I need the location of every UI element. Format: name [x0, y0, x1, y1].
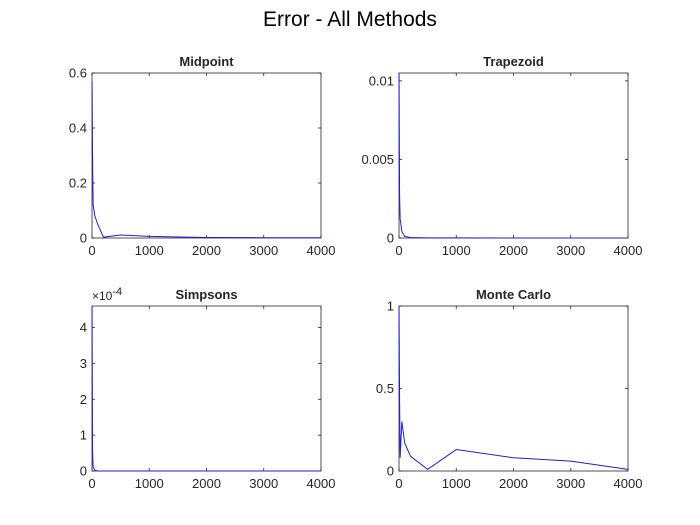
x-tick-label: 0 — [88, 243, 95, 258]
y-tick-label: 0 — [80, 464, 87, 479]
subplot-2: Simpsons 0 1000 2000 3000 4000 0 1 2 3 4 ×10-4 — [80, 286, 336, 491]
plot-frame — [398, 305, 629, 472]
subplot-title: Midpoint — [179, 54, 234, 69]
x-tick-label: 1000 — [135, 476, 164, 491]
y-exponent-label: ×10-4 — [92, 286, 122, 303]
x-tick-label: 2000 — [192, 243, 221, 258]
y-tick-label: 1 — [80, 428, 87, 443]
x-tick-label: 0 — [88, 476, 95, 491]
x-tick-label: 1000 — [442, 476, 471, 491]
subplot-1: Trapezoid 0 1000 2000 3000 4000 0 0.005 0.01 — [361, 54, 642, 258]
subplot-title: Trapezoid — [483, 54, 544, 69]
x-tick-label: 4000 — [307, 243, 336, 258]
x-tick-label: 4000 — [614, 243, 643, 258]
y-tick-label: 0 — [387, 464, 394, 479]
subplot-0: Midpoint 0 1000 2000 3000 4000 0 0.2 0.4 0.6 — [69, 54, 336, 258]
subplot-title: Monte Carlo — [476, 287, 551, 302]
x-tick-label: 4000 — [614, 476, 643, 491]
y-tick-label: 0 — [80, 231, 87, 246]
y-tick-label: 0.6 — [69, 66, 87, 81]
x-tick-label: 4000 — [307, 476, 336, 491]
series-line — [398, 307, 629, 470]
x-tick-label: 3000 — [249, 476, 278, 491]
figure-title: Error - All Methods — [263, 8, 437, 31]
plot-frame — [91, 305, 322, 472]
x-tick-label: 0 — [395, 476, 402, 491]
series-line — [91, 305, 321, 472]
x-tick-label: 1000 — [135, 243, 164, 258]
subplot-title: Simpsons — [175, 287, 237, 302]
x-tick-label: 1000 — [442, 243, 471, 258]
x-tick-label: 2000 — [499, 243, 528, 258]
y-tick-label: 1 — [387, 299, 394, 314]
plot-frame — [91, 72, 322, 239]
x-tick-label: 3000 — [249, 243, 278, 258]
series-line — [398, 74, 628, 239]
x-tick-label: 2000 — [499, 476, 528, 491]
x-tick-label: 2000 — [192, 476, 221, 491]
plot-frame — [398, 72, 629, 239]
y-tick-label: 0 — [387, 231, 394, 246]
y-tick-label: 0.4 — [69, 121, 87, 136]
y-tick-label: 4 — [80, 320, 87, 335]
subplot-3: Monte Carlo 0 1000 2000 3000 4000 0 0.5 1 — [376, 287, 643, 491]
y-tick-label: 0.2 — [69, 176, 87, 191]
x-tick-label: 0 — [395, 243, 402, 258]
y-tick-label: 0.005 — [361, 152, 394, 167]
y-tick-label: 3 — [80, 356, 87, 371]
y-tick-label: 2 — [80, 392, 87, 407]
y-tick-label: 0.01 — [369, 73, 394, 88]
y-tick-label: 0.5 — [376, 381, 394, 396]
series-line — [91, 81, 321, 239]
x-tick-label: 3000 — [556, 243, 585, 258]
x-tick-label: 3000 — [556, 476, 585, 491]
